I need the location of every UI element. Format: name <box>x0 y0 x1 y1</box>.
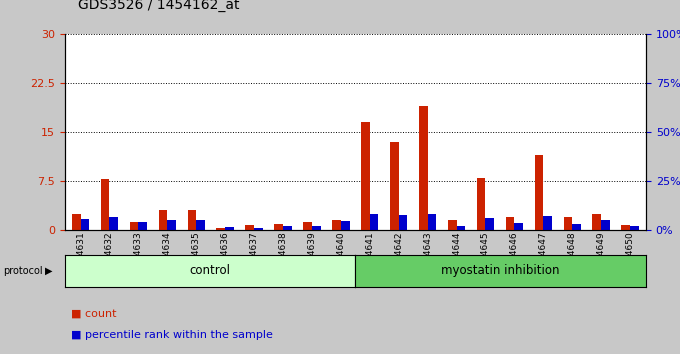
Bar <box>130 222 138 230</box>
Text: control: control <box>190 264 231 277</box>
Bar <box>514 223 523 230</box>
Bar <box>390 142 398 230</box>
Bar <box>428 215 437 230</box>
Bar <box>573 224 581 230</box>
Bar <box>341 221 350 230</box>
Text: myostatin inhibition: myostatin inhibition <box>441 264 560 277</box>
Bar <box>283 226 292 230</box>
Bar <box>254 228 262 230</box>
Bar <box>622 225 630 230</box>
Bar <box>101 179 109 230</box>
Bar <box>225 227 234 230</box>
Bar <box>303 222 312 230</box>
Bar <box>419 105 428 230</box>
Bar <box>216 228 225 230</box>
Bar <box>592 214 601 230</box>
Bar <box>274 224 283 230</box>
Bar <box>564 217 573 230</box>
Bar <box>486 218 494 230</box>
Bar <box>361 122 370 230</box>
Bar <box>370 215 379 230</box>
Text: GDS3526 / 1454162_at: GDS3526 / 1454162_at <box>78 0 239 12</box>
Bar <box>245 225 254 230</box>
Bar <box>332 220 341 230</box>
Bar <box>477 178 486 230</box>
Bar <box>197 220 205 230</box>
Bar <box>456 226 465 230</box>
Bar <box>109 217 118 230</box>
Bar <box>138 222 147 230</box>
Bar <box>80 219 89 230</box>
Bar <box>188 210 197 230</box>
Text: ■ percentile rank within the sample: ■ percentile rank within the sample <box>71 330 273 339</box>
Bar <box>534 155 543 230</box>
Bar <box>448 220 456 230</box>
Bar <box>312 226 320 230</box>
Text: protocol: protocol <box>3 266 43 276</box>
Bar <box>158 210 167 230</box>
Bar <box>167 220 176 230</box>
Bar <box>601 220 610 230</box>
Text: ■ count: ■ count <box>71 308 117 318</box>
Bar <box>398 215 407 230</box>
Bar <box>543 216 552 230</box>
Bar <box>630 226 639 230</box>
Text: ▶: ▶ <box>45 266 52 276</box>
Bar <box>72 214 80 230</box>
Bar <box>506 217 514 230</box>
